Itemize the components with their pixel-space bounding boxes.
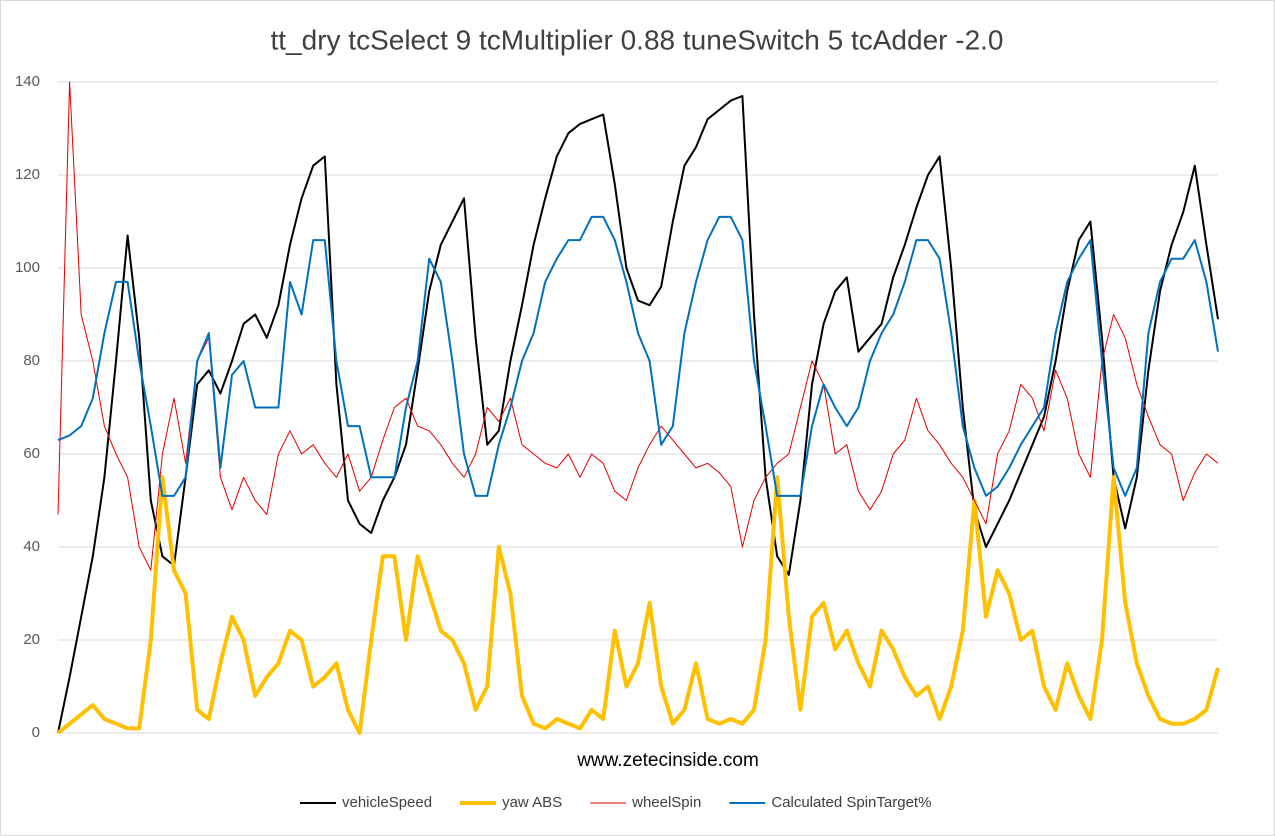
series-line [57,95,1219,734]
legend-label: wheelSpin [631,794,701,811]
y-tick-label: 60 [23,445,40,462]
legend-label: vehicleSpeed [342,794,432,811]
legend-label: Calculated SpinTarget% [771,794,931,811]
y-tick-label: 140 [15,73,40,90]
legend-label: yaw ABS [502,794,562,811]
y-tick-label: 0 [32,724,40,741]
y-tick-label: 20 [23,631,40,648]
x-axis-label: www.zetecinside.com [576,750,759,771]
series-line [57,215,1219,497]
y-tick-label: 100 [15,259,40,276]
chart-title: tt_dry tcSelect 9 tcMultiplier 0.88 tune… [270,24,1003,55]
y-tick-label: 40 [23,538,40,555]
series-line [56,475,1220,735]
series-line [57,81,1219,571]
y-tick-label: 120 [15,166,40,183]
y-tick-label: 80 [23,352,40,369]
